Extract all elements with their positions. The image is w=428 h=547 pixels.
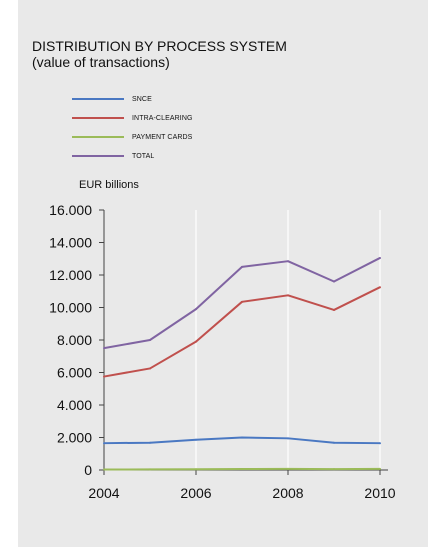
data-point-snce-2010	[379, 442, 381, 445]
y-tick-label-7: 14.000	[49, 235, 92, 251]
data-point-snce-2006	[195, 438, 197, 441]
data-point-intra-clearing-2010	[379, 286, 381, 289]
data-point-total-2007	[241, 265, 243, 268]
data-point-intra-clearing-2005	[149, 367, 151, 370]
data-point-intra-clearing-2007	[241, 300, 243, 303]
legend-label-intra-clearing: INTRA-CLEARING	[132, 114, 193, 122]
legend-swatch-payment-cards	[72, 136, 124, 138]
data-point-snce-2005	[149, 441, 151, 444]
data-point-snce-2009	[333, 441, 335, 444]
data-point-total-2004	[103, 347, 105, 350]
y-tick-label-5: 10.000	[49, 300, 92, 316]
series-line-intra-clearing	[103, 286, 381, 378]
data-point-payment-cards-2009	[333, 468, 335, 471]
data-point-payment-cards-2005	[149, 468, 151, 471]
legend-label-snce: SNCE	[132, 95, 152, 103]
data-point-intra-clearing-2006	[195, 340, 197, 343]
data-point-payment-cards-2007	[241, 468, 243, 471]
y-tick-label-0: 0	[84, 462, 92, 478]
data-point-snce-2004	[103, 442, 105, 445]
data-point-total-2010	[379, 256, 381, 259]
y-tick-label-3: 6.000	[57, 365, 92, 381]
x-tick-label-2010: 2010	[364, 485, 395, 501]
y-axis-unit-label: EUR billions	[79, 179, 139, 191]
data-point-payment-cards-2010	[379, 467, 381, 470]
data-point-payment-cards-2004	[103, 468, 105, 471]
data-point-intra-clearing-2004	[103, 375, 105, 378]
data-point-total-2008	[287, 260, 289, 263]
data-point-payment-cards-2008	[287, 467, 289, 470]
chart-title: DISTRIBUTION BY PROCESS SYSTEM	[32, 38, 287, 54]
chart-panel	[18, 0, 428, 547]
x-tick-label-2004: 2004	[88, 485, 119, 501]
y-tick-label-2: 4.000	[57, 397, 92, 413]
y-tick-label-6: 12.000	[49, 267, 92, 283]
legend-item-snce: SNCE	[72, 92, 152, 106]
x-tick-label-2006: 2006	[180, 485, 211, 501]
data-point-total-2005	[149, 339, 151, 341]
legend-swatch-intra-clearing	[72, 117, 124, 119]
legend-item-payment-cards: PAYMENT CARDS	[72, 130, 192, 144]
legend-swatch-total	[72, 155, 124, 157]
data-point-total-2009	[333, 280, 335, 283]
legend-label-total: TOTAL	[132, 152, 155, 160]
legend-swatch-snce	[72, 98, 124, 100]
x-tick-label-2008: 2008	[272, 485, 303, 501]
data-point-intra-clearing-2009	[333, 308, 335, 311]
legend-label-payment-cards: PAYMENT CARDS	[132, 133, 193, 141]
chart-subtitle: (value of transactions)	[32, 54, 170, 70]
data-point-total-2006	[195, 308, 197, 311]
y-tick-label-8: 16.000	[49, 202, 92, 218]
data-point-snce-2007	[241, 436, 243, 439]
data-point-payment-cards-2006	[195, 468, 197, 471]
legend-item-total: TOTAL	[72, 149, 154, 163]
data-point-intra-clearing-2008	[287, 294, 289, 297]
legend-item-intra-clearing: INTRA-CLEARING	[72, 111, 193, 125]
data-point-snce-2008	[287, 437, 289, 440]
y-tick-label-1: 2.000	[57, 430, 92, 446]
y-tick-label-4: 8.000	[57, 332, 92, 348]
